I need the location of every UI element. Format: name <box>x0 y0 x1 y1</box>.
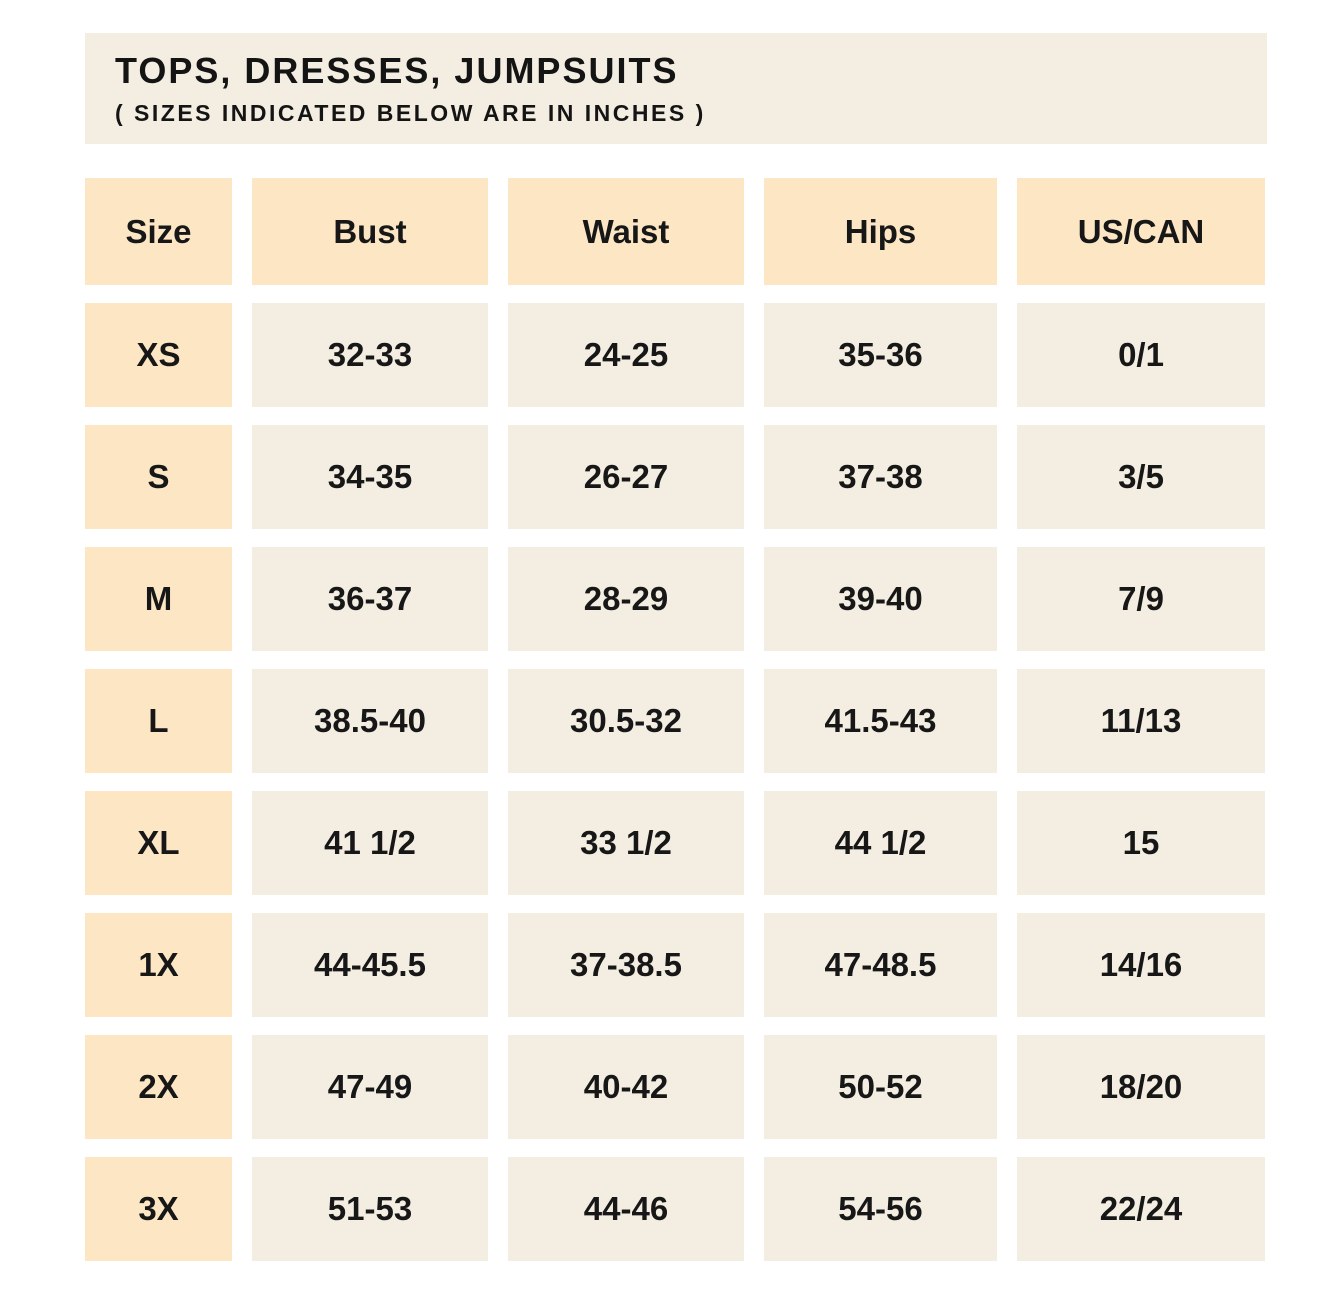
row-1x-hips: 47-48.5 <box>764 913 997 1017</box>
row-s-uscan: 3/5 <box>1017 425 1265 529</box>
row-s-waist: 26-27 <box>508 425 744 529</box>
size-table: Size Bust Waist Hips US/CAN XS 32-33 24-… <box>85 178 1325 1261</box>
row-2x-hips: 50-52 <box>764 1035 997 1139</box>
row-2x-bust: 47-49 <box>252 1035 488 1139</box>
row-xl-hips: 44 1/2 <box>764 791 997 895</box>
row-xs-waist: 24-25 <box>508 303 744 407</box>
row-s-hips: 37-38 <box>764 425 997 529</box>
row-l-size-label: L <box>85 669 232 773</box>
row-xs-bust: 32-33 <box>252 303 488 407</box>
column-header-waist: Waist <box>508 178 744 285</box>
row-2x-waist: 40-42 <box>508 1035 744 1139</box>
row-1x-bust: 44-45.5 <box>252 913 488 1017</box>
row-2x-uscan: 18/20 <box>1017 1035 1265 1139</box>
row-m-uscan: 7/9 <box>1017 547 1265 651</box>
row-xs-uscan: 0/1 <box>1017 303 1265 407</box>
column-header-uscan: US/CAN <box>1017 178 1265 285</box>
row-s-bust: 34-35 <box>252 425 488 529</box>
row-l-uscan: 11/13 <box>1017 669 1265 773</box>
row-m-bust: 36-37 <box>252 547 488 651</box>
row-1x-uscan: 14/16 <box>1017 913 1265 1017</box>
chart-title-block: TOPS, DRESSES, JUMPSUITS ( SIZES INDICAT… <box>85 33 1267 144</box>
column-header-size: Size <box>85 178 232 285</box>
row-xl-bust: 41 1/2 <box>252 791 488 895</box>
row-xl-size-label: XL <box>85 791 232 895</box>
row-3x-bust: 51-53 <box>252 1157 488 1261</box>
row-m-size-label: M <box>85 547 232 651</box>
row-l-bust: 38.5-40 <box>252 669 488 773</box>
row-m-waist: 28-29 <box>508 547 744 651</box>
row-1x-waist: 37-38.5 <box>508 913 744 1017</box>
row-xl-uscan: 15 <box>1017 791 1265 895</box>
row-3x-hips: 54-56 <box>764 1157 997 1261</box>
row-l-waist: 30.5-32 <box>508 669 744 773</box>
row-s-size-label: S <box>85 425 232 529</box>
row-3x-uscan: 22/24 <box>1017 1157 1265 1261</box>
row-l-hips: 41.5-43 <box>764 669 997 773</box>
column-header-bust: Bust <box>252 178 488 285</box>
row-2x-size-label: 2X <box>85 1035 232 1139</box>
row-3x-size-label: 3X <box>85 1157 232 1261</box>
row-xs-size-label: XS <box>85 303 232 407</box>
chart-title: TOPS, DRESSES, JUMPSUITS <box>115 50 679 91</box>
chart-subtitle: ( SIZES INDICATED BELOW ARE IN INCHES ) <box>115 100 706 126</box>
row-m-hips: 39-40 <box>764 547 997 651</box>
row-xl-waist: 33 1/2 <box>508 791 744 895</box>
row-3x-waist: 44-46 <box>508 1157 744 1261</box>
row-xs-hips: 35-36 <box>764 303 997 407</box>
column-header-hips: Hips <box>764 178 997 285</box>
row-1x-size-label: 1X <box>85 913 232 1017</box>
